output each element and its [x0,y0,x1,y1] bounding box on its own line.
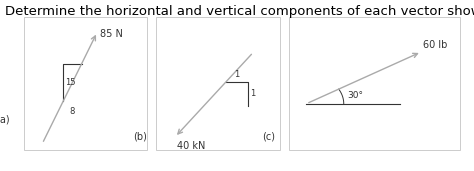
Text: Determine the horizontal and vertical components of each vector shown.: Determine the horizontal and vertical co… [5,5,474,18]
Text: 1: 1 [250,89,255,98]
Text: 8: 8 [70,107,75,116]
Text: (a): (a) [0,115,9,125]
Text: 85 N: 85 N [100,29,123,39]
Text: 60 lb: 60 lb [423,41,447,50]
Text: 15: 15 [65,78,75,87]
Text: (c): (c) [262,132,275,142]
Text: 30°: 30° [347,91,363,100]
Text: 40 kN: 40 kN [177,141,206,151]
Text: 1: 1 [234,70,239,79]
Text: (b): (b) [133,132,147,142]
